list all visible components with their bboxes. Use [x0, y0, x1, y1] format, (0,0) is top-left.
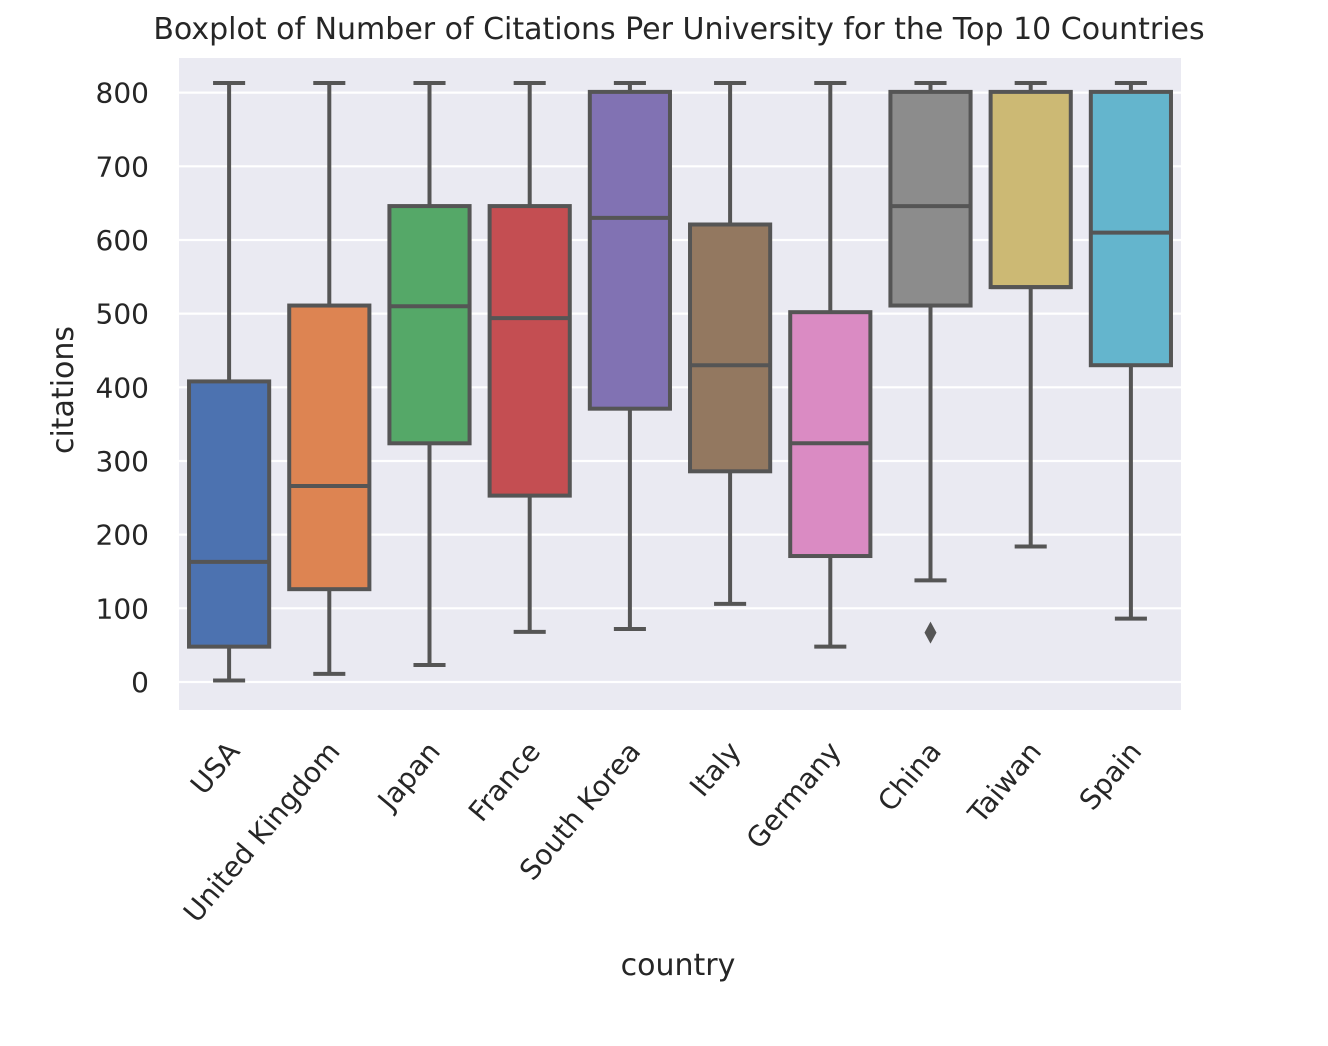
box-japan: [387, 81, 472, 668]
y-tick-label-500: 500: [96, 298, 149, 331]
box-taiwan: [988, 81, 1073, 549]
y-axis-label: citations: [46, 326, 81, 454]
y-tick-label-700: 700: [96, 150, 149, 183]
box-body-spain: [1088, 89, 1173, 368]
box-body-italy: [688, 222, 773, 474]
box-body-united-kingdom: [287, 303, 372, 592]
chart-title: Boxplot of Number of Citations Per Unive…: [153, 12, 1204, 47]
box-italy: [688, 81, 773, 606]
y-tick-label-0: 0: [131, 666, 149, 699]
y-tick-labels: 0 100 200 300 400 500 600 700 800: [96, 77, 149, 699]
box-germany: [788, 81, 873, 649]
box-body-usa: [187, 379, 272, 649]
box-body-france: [487, 204, 572, 498]
box-usa: [187, 81, 272, 683]
box-body-japan: [387, 204, 472, 446]
box-spain: [1088, 81, 1173, 621]
y-tick-label-600: 600: [96, 224, 149, 257]
y-tick-label-100: 100: [96, 592, 149, 625]
y-tick-label-400: 400: [96, 371, 149, 404]
box-china: [888, 81, 973, 644]
box-body-taiwan: [988, 89, 1073, 290]
box-body-germany: [788, 310, 873, 559]
box-france: [487, 81, 572, 634]
y-tick-label-200: 200: [96, 519, 149, 552]
outlier-china-0: [924, 621, 937, 644]
y-tick-label-800: 800: [96, 77, 149, 110]
box-body-south-korea: [587, 89, 672, 411]
box-united-kingdom: [287, 81, 372, 676]
box-body-china: [888, 89, 973, 308]
plot-area: [179, 58, 1181, 710]
box-south-korea: [587, 81, 672, 631]
y-tick-label-300: 300: [96, 445, 149, 478]
x-axis-label: country: [621, 948, 736, 983]
